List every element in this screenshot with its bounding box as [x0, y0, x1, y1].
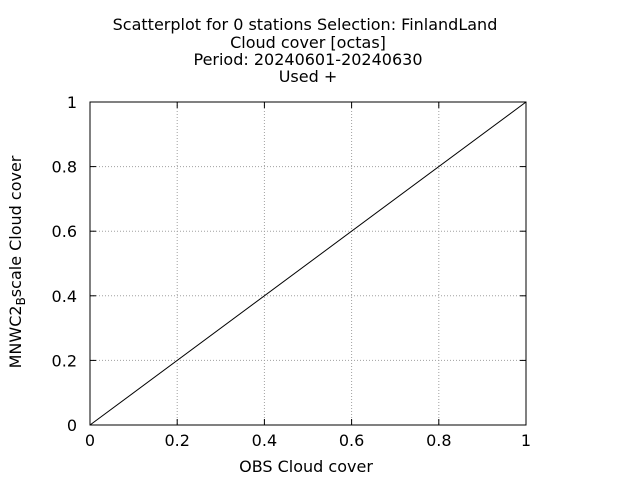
- title-line-1: Scatterplot for 0 stations Selection: Fi…: [113, 15, 498, 34]
- x-axis-ticks: 0 0.2 0.4 0.6 0.8 1: [85, 102, 531, 450]
- x-tick-label: 0.8: [426, 431, 451, 450]
- y-axis-label: MNWC2Bscale Cloud cover: [6, 155, 28, 368]
- x-tick-label: 0.6: [339, 431, 364, 450]
- y-tick-label: 0.2: [52, 351, 77, 370]
- x-tick-label: 0.2: [164, 431, 189, 450]
- y-tick-label: 0.8: [52, 158, 77, 177]
- chart-title: Scatterplot for 0 stations Selection: Fi…: [113, 15, 498, 86]
- y-tick-label: 0: [67, 416, 77, 435]
- x-tick-label: 0: [85, 431, 95, 450]
- title-line-4: Used +: [279, 67, 338, 86]
- x-tick-label: 1: [521, 431, 531, 450]
- y-axis-ticks: 0 0.2 0.4 0.6 0.8 1: [52, 93, 526, 435]
- y-axis-label-rest: scale Cloud cover: [6, 155, 25, 297]
- y-tick-label: 0.4: [52, 287, 77, 306]
- y-axis-label-main: MNWC2: [6, 305, 25, 368]
- y-tick-label: 1: [67, 93, 77, 112]
- reference-line: [89, 101, 527, 426]
- title-line-2: Cloud cover [octas]: [230, 33, 386, 52]
- x-axis-label: OBS Cloud cover: [239, 457, 373, 476]
- grid: [90, 102, 526, 425]
- x-tick-label: 0.4: [252, 431, 277, 450]
- y-axis-label-subscript: B: [14, 297, 28, 305]
- plot-frame: [89, 101, 527, 426]
- y-tick-label: 0.6: [52, 222, 77, 241]
- title-line-3: Period: 20240601-20240630: [193, 50, 422, 69]
- plot-area: [89, 101, 527, 426]
